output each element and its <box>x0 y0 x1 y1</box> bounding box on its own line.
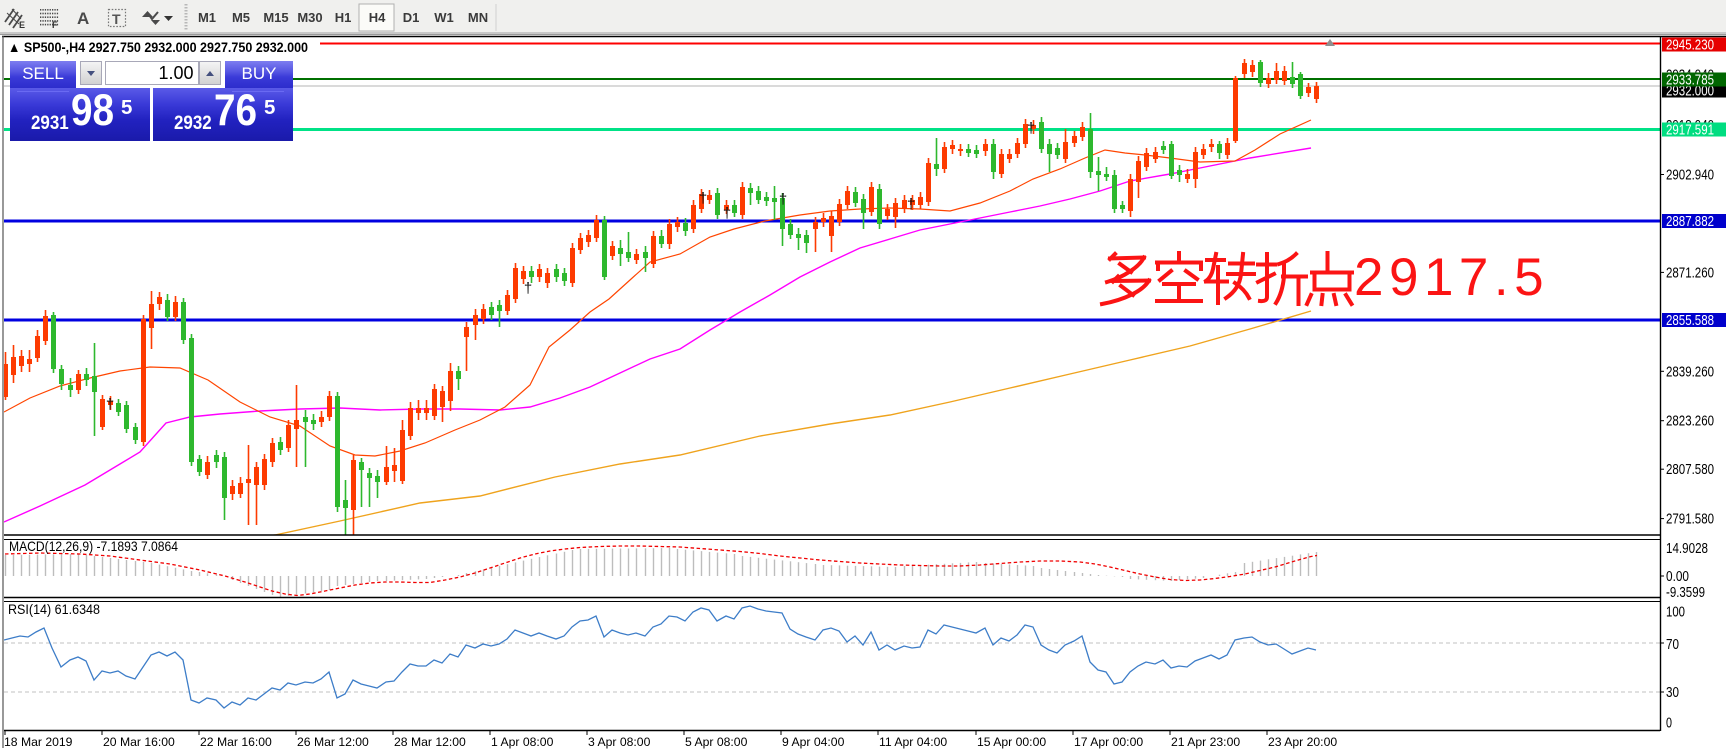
svg-text:†: † <box>524 280 532 297</box>
svg-text:9 Apr 04:00: 9 Apr 04:00 <box>782 735 845 749</box>
svg-text:70: 70 <box>1666 637 1679 653</box>
svg-text:†: † <box>779 191 787 208</box>
svg-text:17 Apr 00:00: 17 Apr 00:00 <box>1074 735 1143 749</box>
svg-text:2791.580: 2791.580 <box>1666 512 1714 528</box>
svg-text:†: † <box>106 396 114 413</box>
svg-text:3 Apr 08:00: 3 Apr 08:00 <box>588 735 651 749</box>
svg-text:T: T <box>112 11 121 27</box>
svg-text:1 Apr 08:00: 1 Apr 08:00 <box>491 735 554 749</box>
svg-text:E: E <box>19 20 25 30</box>
svg-text:11 Apr 04:00: 11 Apr 04:00 <box>879 735 947 749</box>
svg-text:†: † <box>723 205 731 222</box>
svg-text:2871.260: 2871.260 <box>1666 265 1714 281</box>
svg-text:2932.000: 2932.000 <box>1666 84 1714 100</box>
svg-text:2933.785: 2933.785 <box>1666 73 1714 89</box>
svg-text:22 Mar 16:00: 22 Mar 16:00 <box>200 735 272 749</box>
svg-text:2855.588: 2855.588 <box>1666 313 1714 329</box>
svg-text:2902.940: 2902.940 <box>1666 168 1714 184</box>
svg-text:0: 0 <box>1666 716 1672 732</box>
svg-text:-9.3599: -9.3599 <box>1666 585 1705 601</box>
svg-text:30: 30 <box>1666 685 1679 701</box>
svg-text:28 Mar 12:00: 28 Mar 12:00 <box>394 735 466 749</box>
svg-text:2807.580: 2807.580 <box>1666 462 1714 478</box>
svg-text:18 Mar 2019: 18 Mar 2019 <box>4 735 73 749</box>
svg-text:20 Mar 16:00: 20 Mar 16:00 <box>103 735 175 749</box>
svg-text:▲ SP500-,H4 2927.750 2932.000: ▲ SP500-,H4 2927.750 2932.000 2927.750 2… <box>8 39 308 55</box>
svg-text:2945.230: 2945.230 <box>1666 38 1714 54</box>
svg-text:†: † <box>699 190 707 207</box>
svg-text:5 Apr 08:00: 5 Apr 08:00 <box>685 735 748 749</box>
svg-text:21 Apr 23:00: 21 Apr 23:00 <box>1171 735 1240 749</box>
svg-text:2917.5: 2917.5 <box>1354 248 1549 307</box>
svg-text:23 Apr 20:00: 23 Apr 20:00 <box>1268 735 1337 749</box>
svg-text:†: † <box>1027 120 1035 137</box>
svg-text:A: A <box>77 9 89 28</box>
svg-text:2823.260: 2823.260 <box>1666 414 1714 430</box>
svg-text:26 Mar 12:00: 26 Mar 12:00 <box>297 735 369 749</box>
svg-text:15 Apr 00:00: 15 Apr 00:00 <box>977 735 1046 749</box>
svg-text:14.9028: 14.9028 <box>1666 541 1708 557</box>
svg-text:2917.591: 2917.591 <box>1666 123 1714 139</box>
svg-text:2839.260: 2839.260 <box>1666 364 1714 380</box>
svg-text:100: 100 <box>1666 605 1685 621</box>
svg-text:2887.882: 2887.882 <box>1666 214 1714 230</box>
svg-text:0.00: 0.00 <box>1666 569 1689 585</box>
svg-text:†: † <box>907 196 915 213</box>
svg-text:F: F <box>52 20 58 30</box>
